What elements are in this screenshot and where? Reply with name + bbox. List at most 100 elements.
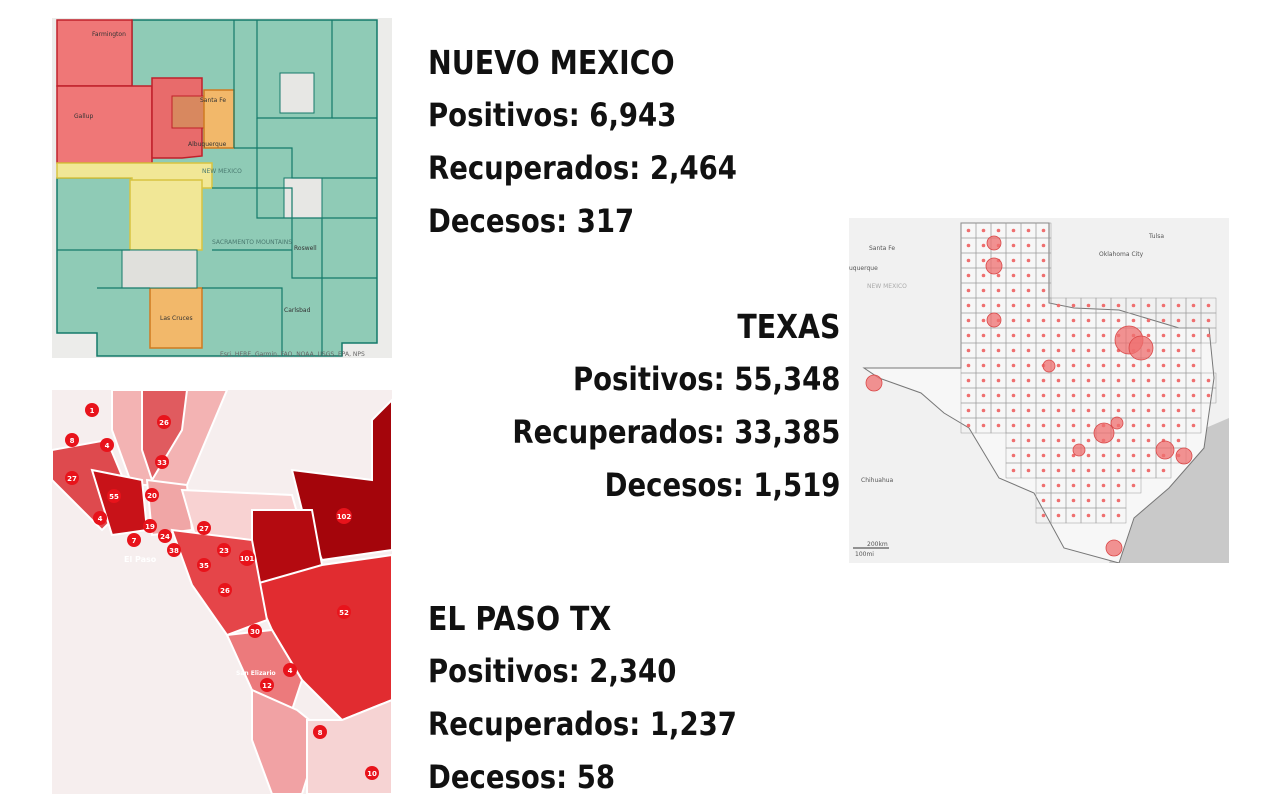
svg-text:1: 1	[90, 407, 95, 415]
marker-4b[interactable]: 4	[93, 511, 107, 525]
marker-102[interactable]: 102	[336, 508, 352, 524]
tx-case-bubble	[1161, 363, 1166, 368]
tx-case-bubble	[1041, 408, 1046, 413]
label-san-elizario: San Elizario	[236, 670, 276, 677]
new-mexico-stats: NUEVO MEXICO Positivos: 6,943 Recuperado…	[428, 36, 737, 248]
marker-101[interactable]: 101	[239, 550, 255, 566]
tx-case-bubble	[966, 333, 971, 338]
tx-case-bubble	[1041, 333, 1046, 338]
label-chihuahua: Chihuahua	[861, 477, 894, 484]
tx-case-bubble	[1176, 393, 1181, 398]
nm-county-white-2	[283, 177, 323, 219]
tx-case-bubble	[1026, 393, 1031, 398]
tx-case-bubble	[1206, 378, 1211, 383]
tx-case-bubble	[1101, 303, 1106, 308]
tx-case-bubble	[966, 303, 971, 308]
tx-case-bubble	[981, 363, 986, 368]
marker-27[interactable]: 27	[65, 471, 79, 485]
tx-case-bubble	[1071, 393, 1076, 398]
marker-35[interactable]: 35	[197, 558, 211, 572]
ep-zone-30	[225, 628, 304, 712]
tx-case-bubble	[1086, 453, 1091, 458]
tx-case-bubble	[1026, 348, 1031, 353]
tx-case-bubble	[1026, 228, 1031, 233]
tx-case-bubble	[1086, 378, 1091, 383]
tx-case-bubble	[1116, 483, 1121, 488]
tx-case-bubble	[1176, 378, 1181, 383]
svg-text:24: 24	[160, 533, 170, 541]
scale-mi: 100mi	[855, 551, 874, 558]
marker-30[interactable]: 30	[248, 624, 262, 638]
tx-case-bubble	[1206, 333, 1211, 338]
svg-text:27: 27	[199, 525, 209, 533]
tx-case-bubble	[996, 363, 1001, 368]
marker-19[interactable]: 19	[143, 519, 157, 533]
tx-case-bubble	[966, 288, 971, 293]
marker-4[interactable]: 4	[100, 438, 114, 452]
tx-case-bubble	[996, 273, 1001, 278]
tx-case-bubble	[1041, 258, 1046, 263]
tx-major-case-bubble	[865, 374, 883, 392]
tx-case-bubble	[1041, 228, 1046, 233]
el-paso-recuperados: Recuperados: 1,237	[428, 705, 737, 743]
new-mexico-recuperados: Recuperados: 2,464	[428, 149, 737, 187]
svg-text:33: 33	[157, 459, 167, 467]
marker-33[interactable]: 33	[155, 455, 169, 469]
tx-case-bubble	[1101, 408, 1106, 413]
marker-52[interactable]: 52	[337, 605, 351, 619]
marker-8b[interactable]: 8	[313, 725, 327, 739]
marker-23[interactable]: 23	[217, 543, 231, 557]
tx-case-bubble	[966, 318, 971, 323]
marker-26[interactable]: 26	[157, 415, 171, 429]
tx-case-bubble	[1131, 483, 1136, 488]
ep-zone-southeast	[251, 688, 324, 794]
tx-case-bubble	[1101, 363, 1106, 368]
label-new-mexico: NEW MEXICO	[202, 168, 242, 175]
marker-7[interactable]: 7	[127, 533, 141, 547]
tx-case-bubble	[1041, 243, 1046, 248]
marker-1[interactable]: 1	[85, 403, 99, 417]
tx-case-bubble	[1011, 393, 1016, 398]
tx-case-bubble	[1041, 468, 1046, 473]
svg-text:4: 4	[98, 515, 103, 523]
label-sacramento: SACRAMENTO MOUNTAINS	[212, 239, 292, 246]
label-albuquerque: Albuquerque	[188, 141, 227, 148]
label-farmington: Farmington	[92, 31, 126, 38]
tx-case-bubble	[1116, 498, 1121, 503]
marker-26b[interactable]: 26	[218, 583, 232, 597]
tx-case-bubble	[1026, 378, 1031, 383]
tx-case-bubble	[1131, 423, 1136, 428]
tx-case-bubble	[1146, 423, 1151, 428]
tx-case-bubble	[1086, 513, 1091, 518]
tx-case-bubble	[1071, 453, 1076, 458]
marker-24[interactable]: 24	[158, 529, 172, 543]
tx-case-bubble	[1041, 513, 1046, 518]
tx-case-bubble	[1026, 468, 1031, 473]
tx-county-cell	[1185, 417, 1202, 434]
marker-20[interactable]: 20	[145, 488, 159, 502]
tx-case-bubble	[966, 423, 971, 428]
svg-text:19: 19	[145, 523, 155, 531]
label-santa-fe: Santa Fe	[200, 97, 226, 104]
tx-case-bubble	[1041, 483, 1046, 488]
tx-major-case-bubble	[1072, 443, 1086, 457]
tx-case-bubble	[1011, 273, 1016, 278]
marker-38[interactable]: 38	[167, 543, 181, 557]
tx-case-bubble	[1026, 438, 1031, 443]
new-mexico-positivos: Positivos: 6,943	[428, 96, 677, 134]
tx-case-bubble	[1161, 468, 1166, 473]
texas-map: Santa Fe uquerque NEW MEXICO Oklahoma Ci…	[849, 218, 1229, 563]
tx-case-bubble	[1191, 363, 1196, 368]
marker-8[interactable]: 8	[65, 433, 79, 447]
marker-10[interactable]: 10	[365, 766, 379, 780]
marker-55[interactable]: 55	[107, 489, 121, 503]
tx-case-bubble	[1056, 423, 1061, 428]
tx-case-bubble	[1086, 348, 1091, 353]
marker-12[interactable]: 12	[260, 678, 274, 692]
tx-case-bubble	[1101, 468, 1106, 473]
tx-case-bubble	[1026, 258, 1031, 263]
marker-4c[interactable]: 4	[283, 663, 297, 677]
tx-case-bubble	[966, 393, 971, 398]
marker-27b[interactable]: 27	[197, 521, 211, 535]
tx-case-bubble	[1086, 498, 1091, 503]
